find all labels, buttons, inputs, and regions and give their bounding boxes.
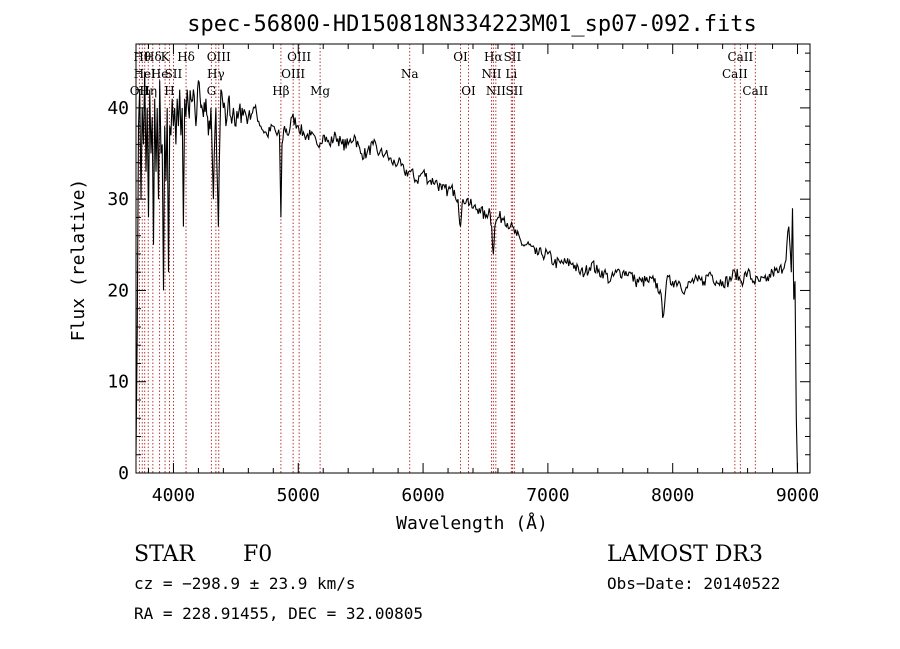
line-marker-label: NII [486, 84, 506, 98]
redshift-cz: cz = −298.9 ± 23.9 km/s [134, 574, 356, 593]
line-marker-label: SII [505, 84, 523, 98]
x-tick-label: 9000 [776, 485, 819, 506]
y-tick-label: 40 [107, 98, 129, 119]
y-axis-ticks: 0 10 20 30 40 [107, 52, 810, 484]
line-marker-label: OIII [207, 50, 231, 64]
x-tick-label: 8000 [651, 485, 694, 506]
line-marker-label: Mg [310, 84, 330, 98]
line-marker-label: Na [401, 67, 419, 81]
chart-title: spec-56800-HD150818N334223M01_sp07-092.f… [187, 12, 757, 37]
y-tick-label: 10 [107, 372, 129, 393]
x-tick-label: 7000 [526, 485, 569, 506]
spectrum-line [135, 71, 799, 474]
line-marker-label: Hη [139, 84, 157, 98]
line-marker-label: H [164, 84, 174, 98]
line-marker-labels: OIIHθHeIHηHδHeKHSIIHδGHγOIIIHβOIIIOIIIMg… [130, 50, 769, 98]
x-tick-label: 4000 [152, 485, 195, 506]
line-marker-label: He [151, 67, 169, 81]
line-marker-label: Hβ [272, 84, 289, 98]
line-marker-label: SII [504, 50, 522, 64]
obs-date: Obs−Date: 20140522 [607, 574, 780, 593]
line-marker-label: Hδ [177, 50, 195, 64]
line-marker-label: NII [481, 67, 501, 81]
object-subclass: F0 [243, 542, 272, 567]
survey-name: LAMOST DR3 [607, 542, 763, 567]
x-tick-label: 6000 [401, 485, 444, 506]
line-marker-label: OI [461, 84, 476, 98]
line-marker-label: CaII [727, 50, 753, 64]
line-marker-label: G [207, 84, 217, 98]
y-axis-label: Flux (relative) [68, 179, 89, 342]
object-class: STAR [134, 542, 196, 567]
x-axis-label: Wavelength (Å) [396, 512, 548, 534]
x-tick-label: 5000 [277, 485, 320, 506]
ra-dec-coordinates: RA = 228.91455, DEC = 32.00805 [134, 604, 423, 623]
line-marker-label: Li [505, 67, 517, 81]
line-marker-label: OI [453, 50, 468, 64]
y-tick-label: 30 [107, 189, 129, 210]
x-axis-ticks: 4000 5000 6000 7000 8000 9000 [147, 44, 819, 506]
y-tick-label: 20 [107, 280, 129, 301]
line-marker-label: CaII [742, 84, 768, 98]
y-tick-label: 0 [118, 463, 129, 484]
line-marker-label: Hγ [207, 67, 225, 81]
line-marker-label: OIII [281, 67, 305, 81]
plot-frame [135, 43, 811, 474]
line-marker-label: OIII [287, 50, 311, 64]
line-marker-label: Hα [484, 50, 503, 64]
line-markers [138, 44, 756, 473]
line-marker-label: K [161, 50, 171, 64]
line-marker-label: Hδ [144, 50, 162, 64]
line-marker-label: CaII [722, 67, 748, 81]
line-marker-label: SII [165, 67, 183, 81]
